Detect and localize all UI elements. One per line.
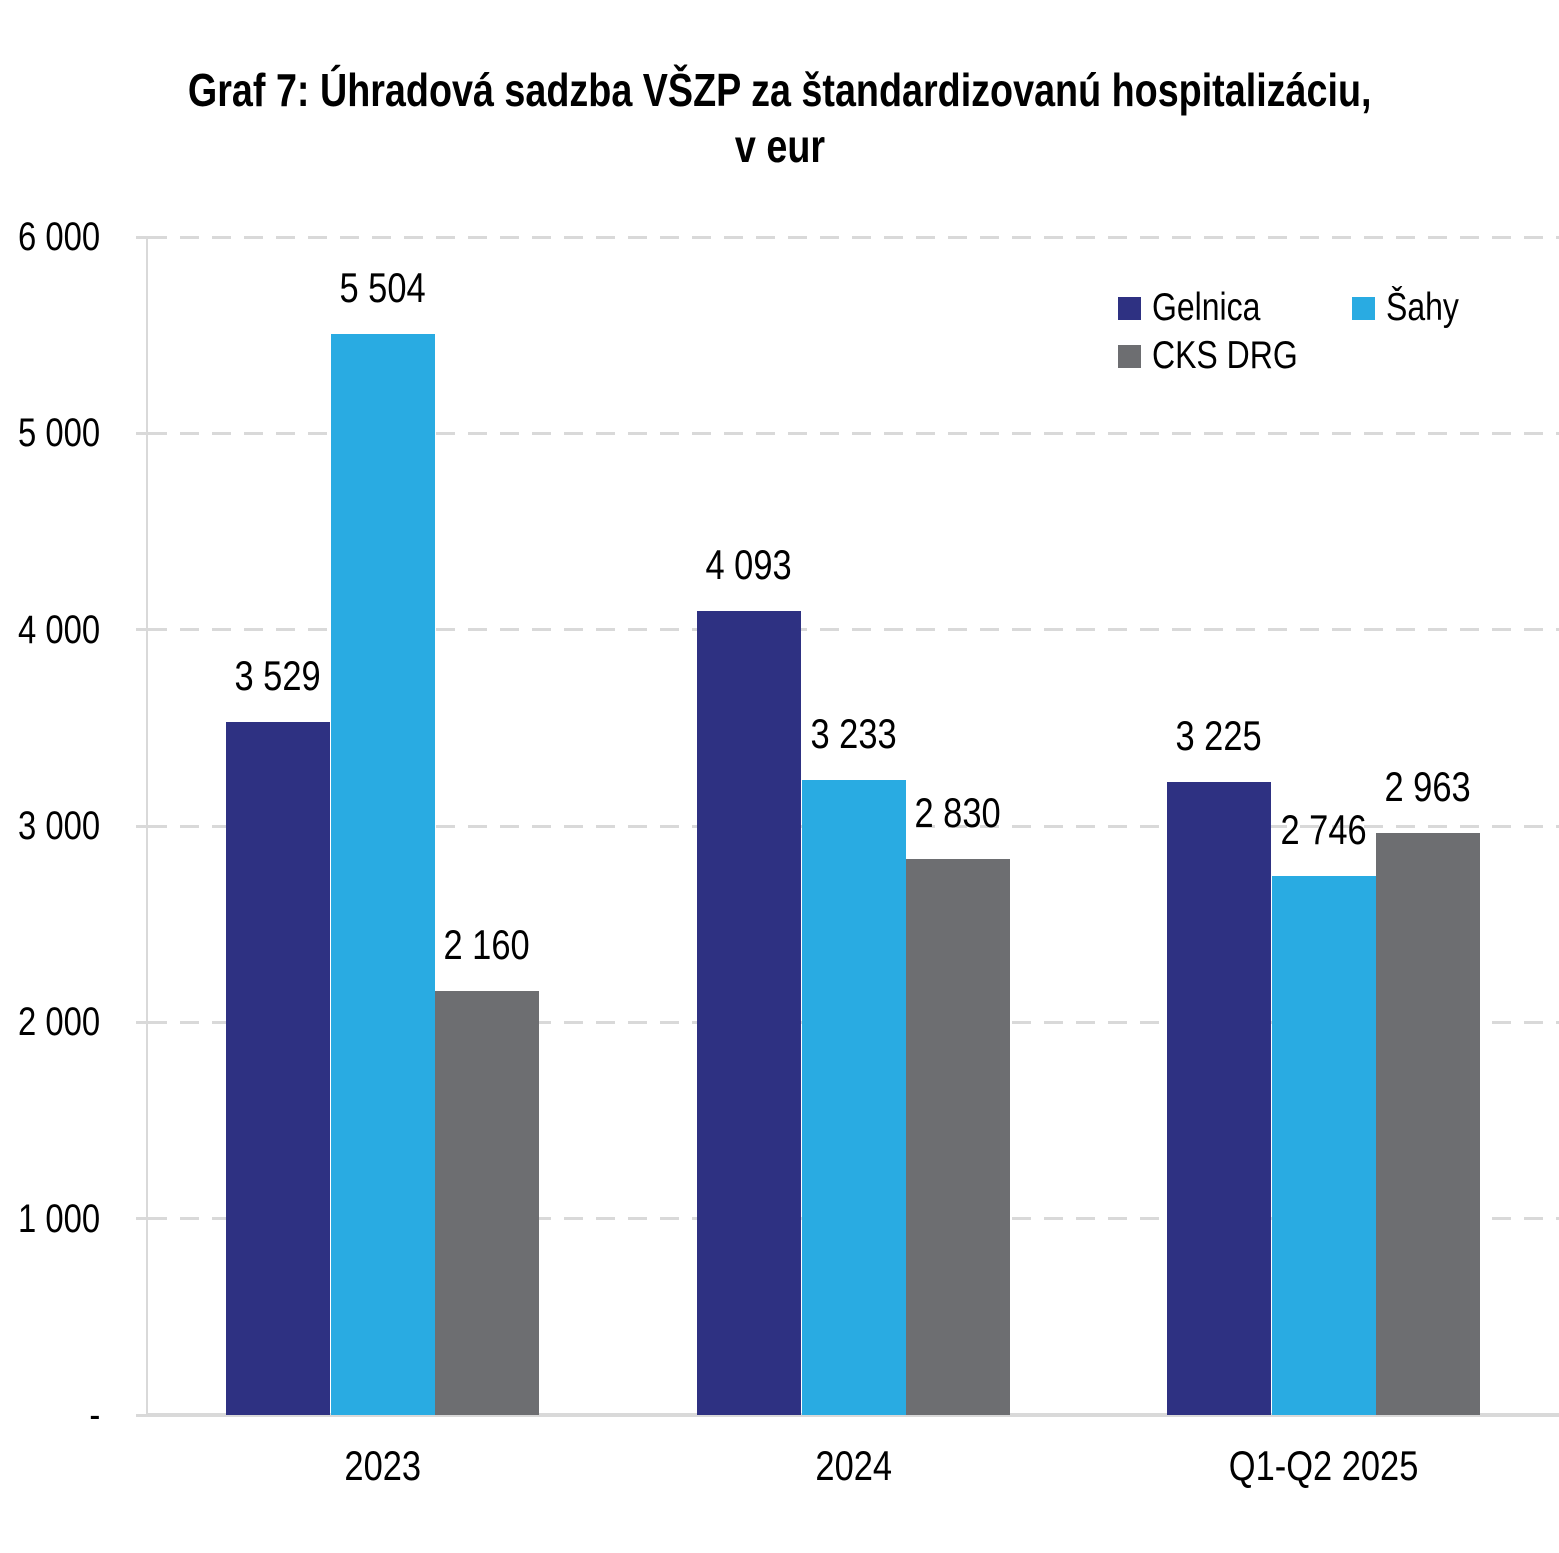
- gridline-6000: [148, 235, 1559, 239]
- x-axis-label-text: 2024: [815, 1442, 892, 1489]
- x-axis-label-text: Q1-Q2 2025: [1228, 1442, 1419, 1489]
- bar-cks-drg-2024: [906, 859, 1010, 1415]
- value-label-text: 3 233: [810, 710, 897, 758]
- y-axis-label-text: -: [89, 1393, 100, 1437]
- chart-title-line1: Graf 7: Úhradová sadzba VŠZP za štandard…: [187, 64, 1372, 116]
- value-label-cks-drg-q1-q2-2025: 2 963: [1318, 765, 1538, 809]
- value-label-ahy-2023: 5 504: [273, 266, 493, 310]
- y-axis-tick: [136, 1020, 148, 1024]
- chart-title: Graf 7: Úhradová sadzba VŠZP za štandard…: [0, 62, 1559, 174]
- y-axis-label-text: 6 000: [18, 215, 101, 259]
- y-axis-label-text: 4 000: [18, 607, 101, 652]
- legend-item-gelnica: Gelnica: [1118, 286, 1284, 329]
- legend-item-cks-drg: CKS DRG: [1118, 334, 1330, 377]
- y-axis-label-text: 3 000: [18, 804, 101, 848]
- y-axis-label-text: 2 000: [18, 1000, 101, 1045]
- y-axis-tick: [136, 628, 148, 632]
- y-axis-label: 6 000: [0, 215, 100, 259]
- value-label-gelnica-2024: 4 093: [639, 543, 859, 587]
- x-axis-label-2023: 2023: [223, 1444, 543, 1488]
- x-axis-label-text: 2023: [344, 1442, 421, 1489]
- y-axis-tick: [136, 431, 148, 435]
- y-axis-tick: [136, 824, 148, 828]
- value-label-text: 3 529: [234, 652, 322, 700]
- y-axis-label: 4 000: [0, 608, 100, 652]
- gridline-5000: [148, 431, 1559, 435]
- bar-gelnica-2024: [697, 611, 801, 1415]
- legend-swatch-gelnica: [1118, 296, 1141, 320]
- y-axis-tick: [136, 235, 148, 239]
- bar-gelnica-q1-q2-2025: [1167, 781, 1271, 1415]
- legend-label-text: CKS DRG: [1152, 334, 1298, 377]
- legend-item-ahy: Šahy: [1352, 286, 1475, 329]
- y-axis-line: [146, 237, 148, 1417]
- x-axis-label-q1-q2-2025: Q1-Q2 2025: [1164, 1444, 1484, 1488]
- value-label-ahy-q1-q2-2025: 2 746: [1214, 805, 1434, 853]
- x-axis-line: [148, 1413, 1559, 1417]
- value-label-text: 2 963: [1384, 763, 1472, 811]
- value-label-text: 2 830: [914, 789, 1002, 837]
- bar-ahy-2024: [801, 780, 906, 1415]
- bar-cks-drg-2023: [435, 990, 539, 1415]
- value-label-cks-drg-2023: 2 160: [377, 920, 597, 968]
- value-label-text: 3 225: [1175, 711, 1263, 759]
- y-axis-label-text: 1 000: [18, 1196, 101, 1241]
- x-axis-label-2024: 2024: [694, 1444, 1014, 1488]
- gridline-4000: [148, 628, 1559, 632]
- value-label-text: 2 160: [443, 920, 531, 968]
- bar-ahy-q1-q2-2025: [1271, 875, 1376, 1415]
- chart-title-line2: v eur: [734, 120, 825, 172]
- value-label-text: 4 093: [705, 541, 793, 589]
- legend-label-text: Šahy: [1386, 286, 1459, 329]
- legend-swatch-cks-drg: [1118, 344, 1141, 368]
- value-label-cks-drg-2024: 2 830: [848, 791, 1068, 835]
- y-axis-label: 2 000: [0, 1000, 100, 1044]
- value-label-gelnica-2023: 3 529: [168, 654, 388, 698]
- y-axis-label: 3 000: [0, 804, 100, 848]
- y-axis-label: 1 000: [0, 1197, 100, 1241]
- y-axis-label: 5 000: [0, 411, 100, 455]
- bar-cks-drg-q1-q2-2025: [1376, 833, 1480, 1415]
- value-label-ahy-2024: 3 233: [744, 712, 964, 756]
- y-axis-label: -: [0, 1393, 100, 1437]
- bar-gelnica-2023: [226, 722, 330, 1415]
- legend-swatch-ahy: [1352, 296, 1375, 320]
- y-axis-label-text: 5 000: [18, 411, 101, 456]
- legend-label-text: Gelnica: [1152, 286, 1261, 329]
- legend-label-gelnica: Gelnica: [1152, 286, 1284, 329]
- value-label-gelnica-q1-q2-2025: 3 225: [1109, 711, 1329, 759]
- bar-ahy-2023: [330, 334, 435, 1415]
- y-axis-tick: [136, 1217, 148, 1221]
- value-label-text: 5 504: [339, 264, 426, 312]
- value-label-text: 2 746: [1280, 805, 1367, 853]
- legend-label-ahy: Šahy: [1386, 286, 1475, 329]
- y-axis-tick: [136, 1413, 148, 1417]
- legend-label-cks-drg: CKS DRG: [1152, 334, 1330, 377]
